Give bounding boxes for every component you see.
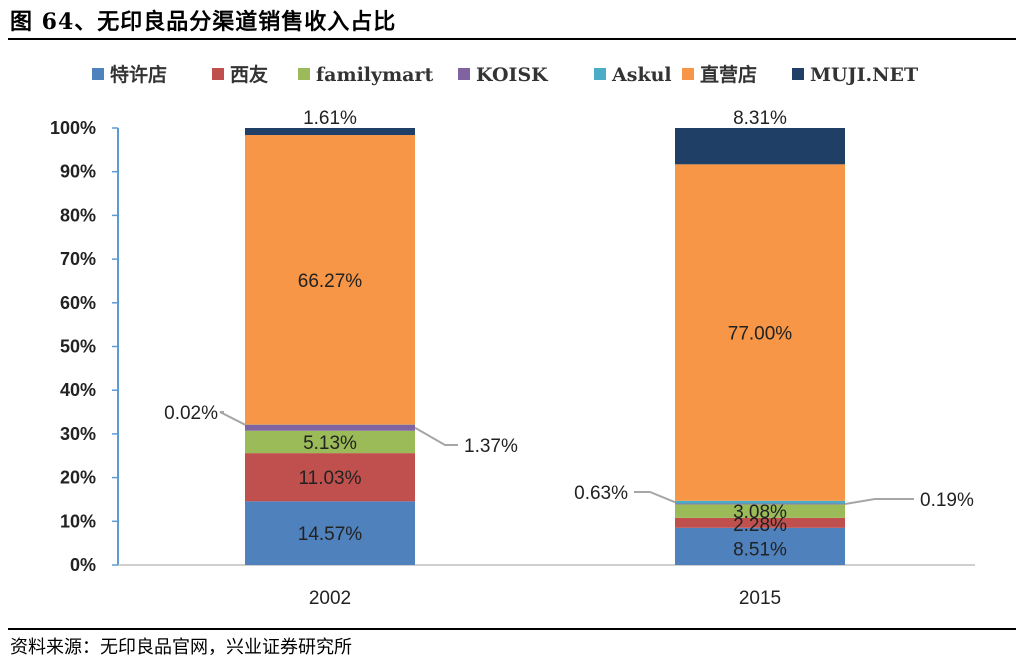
source-note: 资料来源：无印良品官网，兴业证券研究所 — [10, 637, 352, 658]
y-tick-label: 30% — [60, 424, 96, 444]
data-label: 66.27% — [298, 271, 363, 292]
data-label: 2.28% — [733, 515, 787, 536]
legend-swatch-6 — [792, 68, 804, 80]
x-tick-label: 2002 — [309, 588, 351, 609]
data-label: 77.00% — [728, 324, 793, 345]
data-label: 14.57% — [298, 524, 363, 545]
bar-segment-2015-6 — [675, 128, 845, 165]
bar-segment-2015-1 — [675, 517, 845, 528]
data-label: 3.08% — [733, 502, 787, 523]
legend-swatch-1 — [212, 68, 224, 80]
data-label: 1.61% — [303, 108, 357, 129]
leader-line — [414, 426, 458, 446]
data-label: 8.51% — [733, 539, 787, 560]
y-tick-label: 70% — [60, 249, 96, 269]
bar-segment-2002-1 — [245, 453, 415, 502]
y-tick-label: 80% — [60, 205, 96, 225]
y-tick-label: 100% — [50, 118, 96, 138]
stacked-bar-chart: 特许店 西友 familymart KOISK Askul 直营店 MUJI.NET 0% 10… — [50, 63, 975, 609]
data-label: 1.37% — [464, 436, 518, 457]
bar-segment-2015-5 — [675, 164, 845, 501]
legend-label-5: 直营店 — [700, 63, 757, 86]
data-label: 8.31% — [733, 108, 787, 129]
bar-segment-2015-4 — [675, 500, 845, 504]
figure-title: 图 64、无印良品分渠道销售收入占比 — [10, 9, 397, 35]
y-tick-label: 50% — [60, 337, 96, 357]
source-rule — [8, 628, 1016, 630]
legend-label-1: 西友 — [230, 63, 268, 86]
y-tick-label: 90% — [60, 162, 96, 182]
legend-label-0: 特许店 — [110, 63, 167, 86]
bar-segment-2002-2 — [245, 430, 415, 454]
bar-segment-2015-0 — [675, 527, 845, 565]
legend-label-2: familymart — [316, 64, 433, 86]
y-tick-label: 40% — [60, 380, 96, 400]
legend-label-6: MUJI.NET — [810, 64, 918, 86]
title-rule — [8, 38, 1016, 40]
y-tick-label: 20% — [60, 468, 96, 488]
y-tick-label: 60% — [60, 293, 96, 313]
legend-swatch-0 — [92, 68, 104, 80]
bar-segment-2002-5 — [245, 135, 415, 425]
data-label: 0.63% — [574, 483, 628, 504]
data-label: 11.03% — [298, 468, 361, 489]
legend-swatch-2 — [298, 68, 310, 80]
data-label: 5.13% — [303, 433, 357, 454]
x-tick-label: 2015 — [739, 588, 781, 609]
data-label: 0.02% — [164, 403, 218, 424]
bar-segment-2015-3 — [675, 503, 845, 505]
legend-swatch-5 — [682, 68, 694, 80]
legend-label-3: KOISK — [476, 64, 549, 86]
y-tick-label: 10% — [60, 511, 96, 531]
leader-line — [219, 411, 246, 426]
bar-segment-2002-0 — [245, 501, 415, 565]
legend-swatch-4 — [594, 68, 606, 80]
leader-line — [844, 498, 914, 505]
legend-swatch-3 — [458, 68, 470, 80]
data-label: 0.19% — [920, 490, 974, 511]
y-tick-label: 0% — [70, 555, 96, 575]
bar-segment-2015-2 — [675, 504, 845, 518]
leader-line — [634, 491, 676, 504]
legend-label-4: Askul — [611, 64, 672, 86]
bar-segment-2002-6 — [245, 128, 415, 136]
bar-segment-2002-3 — [245, 424, 415, 431]
